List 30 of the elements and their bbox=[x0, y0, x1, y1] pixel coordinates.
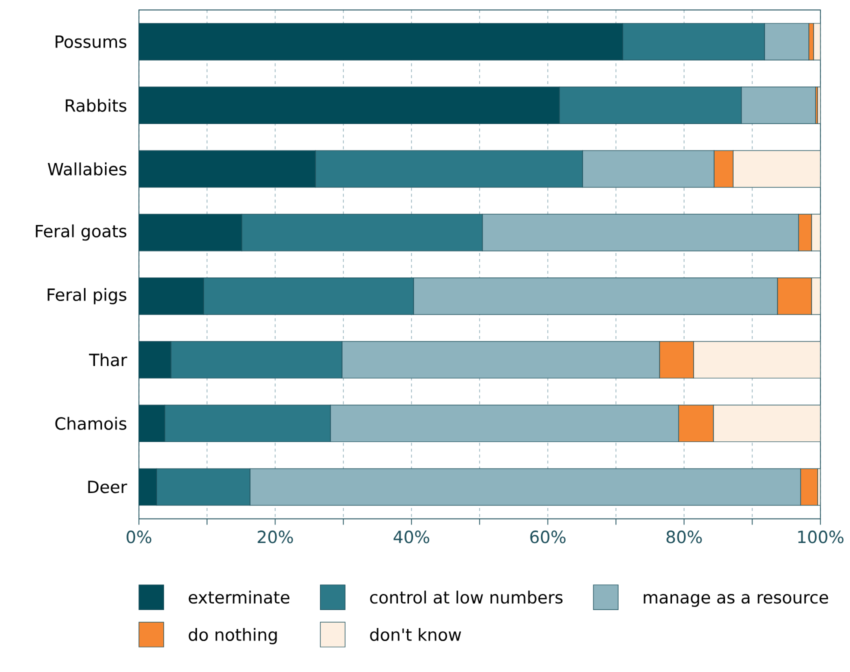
bar bbox=[138, 23, 624, 61]
x-tick-label: 20% bbox=[258, 530, 293, 544]
bar bbox=[732, 150, 820, 188]
bar bbox=[138, 214, 242, 252]
x-tick-label: 80% bbox=[666, 530, 702, 544]
y-tick-label: Rabbits bbox=[66, 99, 126, 112]
x-tick-label: 60% bbox=[530, 530, 566, 544]
x-tick-label: 100% bbox=[798, 530, 844, 544]
bar bbox=[138, 278, 204, 316]
legend-label: control at low numbers bbox=[370, 590, 563, 604]
bar bbox=[713, 404, 820, 442]
y-tick-label: Thar bbox=[88, 353, 128, 366]
y-tick-label: Possums bbox=[56, 36, 126, 48]
y-tick-label: Feral pigs bbox=[48, 288, 126, 305]
bar bbox=[138, 150, 316, 188]
y-tick-label: Wallabies bbox=[48, 162, 126, 176]
y-tick-label: Deer bbox=[88, 480, 128, 494]
y-tick-label: Feral goats bbox=[36, 224, 126, 241]
x-tick-label: 0% bbox=[126, 530, 152, 544]
bar bbox=[138, 468, 157, 506]
legend-label: do nothing bbox=[188, 628, 277, 644]
legend-label: manage as a resource bbox=[644, 594, 828, 608]
bar bbox=[138, 86, 560, 124]
legend-label: exterminate bbox=[188, 590, 290, 604]
y-tick-label: Chamois bbox=[55, 417, 126, 430]
bar bbox=[138, 404, 166, 442]
legend-label: don't know bbox=[370, 628, 462, 642]
x-tick-label: 40% bbox=[394, 530, 430, 544]
bar bbox=[693, 341, 820, 379]
bar bbox=[138, 341, 172, 379]
